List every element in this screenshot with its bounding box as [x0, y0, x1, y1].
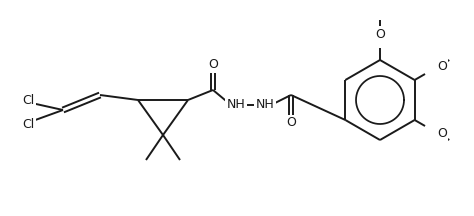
Text: O: O [437, 127, 447, 140]
Text: O: O [286, 116, 296, 130]
Text: O: O [208, 59, 218, 71]
Text: NH: NH [227, 98, 246, 111]
Text: NH: NH [255, 98, 274, 111]
Text: O: O [437, 60, 447, 73]
Text: Cl: Cl [22, 94, 34, 106]
Text: O: O [375, 27, 385, 41]
Text: Cl: Cl [22, 119, 34, 132]
